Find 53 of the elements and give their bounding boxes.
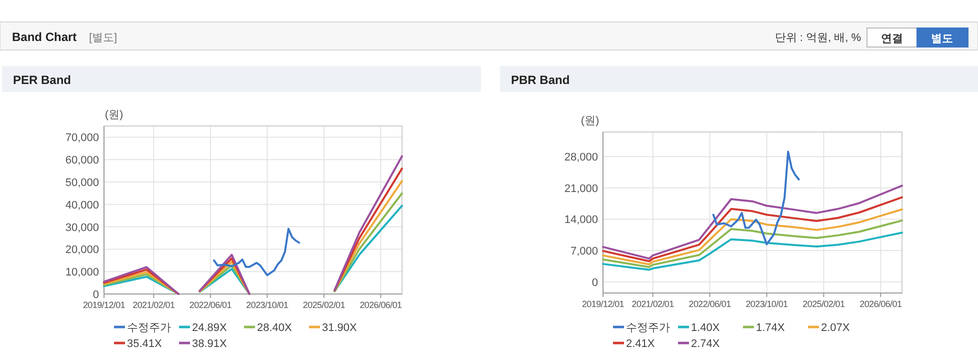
line-series bbox=[602, 232, 903, 271]
line-series bbox=[602, 196, 903, 262]
x-tick-label: 2019/12/01 bbox=[82, 300, 126, 310]
line-series bbox=[602, 184, 903, 260]
x-tick-label: 2025/02/01 bbox=[802, 299, 846, 309]
y-tick-label: 28,000 bbox=[564, 152, 598, 164]
line-series bbox=[212, 228, 300, 276]
y-tick-label: 0 bbox=[92, 289, 99, 301]
x-tick-label: 2026/06/01 bbox=[360, 300, 402, 310]
legend-label: 31.90X bbox=[322, 322, 358, 334]
y-tick-label: 50,000 bbox=[65, 177, 99, 189]
y-tick-label: 21,000 bbox=[564, 182, 598, 195]
line-series bbox=[712, 150, 800, 246]
text: Band Chart bbox=[12, 30, 77, 44]
x-tick-label: 2021/02/01 bbox=[632, 299, 674, 309]
legend-label: 수정주가 bbox=[626, 322, 670, 334]
y-tick-label: 20,000 bbox=[65, 244, 99, 256]
legend-label: 24.89X bbox=[192, 322, 228, 334]
chart-title: PER Band bbox=[13, 73, 72, 87]
legend-label: 2.74X bbox=[691, 338, 720, 350]
text: 별도 bbox=[931, 33, 953, 45]
x-tick-label: 2019/12/01 bbox=[582, 299, 624, 309]
x-tick-label: 2023/10/01 bbox=[246, 300, 289, 310]
legend-label: 수정주가 bbox=[127, 322, 171, 334]
legend-label: 2.41X bbox=[626, 338, 656, 350]
text: [별도] bbox=[89, 32, 118, 44]
x-tick-label: 2021/02/01 bbox=[132, 300, 175, 310]
x-tick-label: 2022/06/01 bbox=[688, 299, 732, 309]
y-axis-title: (원) bbox=[580, 115, 600, 127]
legend-label: 38.91X bbox=[192, 338, 228, 350]
y-tick-label: 0 bbox=[592, 276, 598, 289]
line-series bbox=[602, 220, 903, 268]
line-series bbox=[602, 208, 903, 266]
x-tick-label: 2023/10/01 bbox=[746, 299, 788, 309]
text: 단위 : 억원, 배, % bbox=[774, 32, 862, 44]
y-axis-title: (원) bbox=[104, 109, 124, 121]
y-tick-label: 7,000 bbox=[570, 246, 598, 258]
y-tick-label: 30,000 bbox=[65, 222, 99, 234]
y-tick-label: 70,000 bbox=[65, 132, 99, 144]
x-tick-label: 2025/02/01 bbox=[302, 300, 346, 310]
y-tick-label: 60,000 bbox=[65, 154, 99, 167]
y-tick-label: 40,000 bbox=[65, 199, 99, 212]
x-tick-label: 2026/06/01 bbox=[860, 299, 902, 309]
x-tick-label: 2022/06/01 bbox=[189, 300, 232, 310]
y-tick-label: 14,000 bbox=[564, 214, 598, 226]
legend-label: 28.40X bbox=[257, 322, 293, 334]
legend-label: 2.07X bbox=[821, 322, 850, 334]
text: 연결 bbox=[881, 33, 903, 45]
legend-label: 1.40X bbox=[691, 322, 720, 334]
legend-label: 1.74X bbox=[756, 322, 786, 334]
y-tick-label: 10,000 bbox=[65, 266, 99, 279]
chart-title: PBR Band bbox=[511, 73, 570, 87]
legend-label: 35.41X bbox=[127, 338, 163, 350]
